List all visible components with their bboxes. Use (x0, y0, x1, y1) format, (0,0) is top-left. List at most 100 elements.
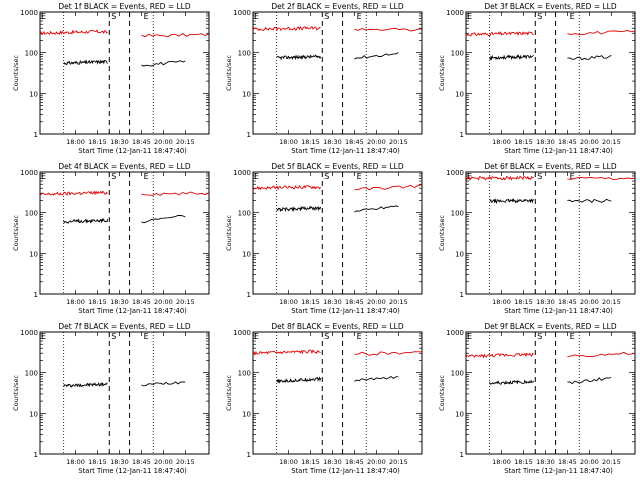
lld-series-line (354, 351, 422, 356)
lld-series-line (465, 175, 534, 181)
lld-series-line (39, 190, 108, 196)
end-marker: E (357, 332, 362, 341)
lld-series-line (465, 352, 534, 359)
end-marker: E (254, 12, 259, 21)
lld-series-line (465, 31, 534, 37)
y-tick-label: 1 (34, 291, 38, 299)
y-axis-label: Counts/sec (438, 55, 446, 91)
x-tick-label: 20:15 (602, 298, 621, 306)
plot-frame (39, 331, 210, 455)
x-axis-label: Start Time (12-Jan-11 18:47:40) (291, 307, 400, 315)
y-axis-label: Counts/sec (12, 215, 20, 251)
x-tick-label: 20:15 (602, 458, 621, 466)
events-series-line (141, 381, 186, 387)
plot-frame (252, 331, 423, 455)
panel-5: Det 5f BLACK = Events, RED = LLD 1 10 100 10… (225, 162, 423, 315)
x-tick-label: 18:00 (66, 458, 85, 466)
panel-title: Det 9f BLACK = Events, RED = LLD (484, 322, 617, 331)
x-tick-label: 18:00 (492, 458, 511, 466)
x-tick-label: 18:15 (514, 298, 533, 306)
end-marker: E (570, 172, 575, 181)
x-tick-label: 20:15 (176, 138, 195, 146)
panel-title: Det 4f BLACK = Events, RED = LLD (58, 162, 191, 171)
panel-title: Det 8f BLACK = Events, RED = LLD (271, 322, 404, 331)
lld-series-line (567, 351, 636, 358)
panel-title: Det 2f BLACK = Events, RED = LLD (271, 2, 404, 11)
y-tick-label: 100 (451, 210, 464, 218)
events-series-line (567, 54, 612, 61)
y-tick-label: 1 (247, 291, 251, 299)
end-marker: E (570, 332, 575, 341)
events-series-line (276, 205, 322, 213)
panel-3: Det 3f BLACK = Events, RED = LLD 1 10 100 10… (438, 2, 636, 155)
y-tick-label: 100 (451, 50, 464, 58)
y-tick-label: 100 (25, 50, 38, 58)
start-marker: S (324, 12, 329, 21)
x-tick-label: 18:45 (345, 458, 364, 466)
x-tick-label: 18:45 (132, 298, 151, 306)
y-tick-label: 1 (460, 451, 464, 459)
events-series-line (63, 381, 108, 388)
events-series-line (489, 197, 534, 205)
x-tick-label: 18:15 (301, 298, 320, 306)
end-marker: E (467, 332, 472, 341)
y-tick-label: 1 (460, 291, 464, 299)
y-axis-label: Counts/sec (225, 55, 233, 91)
x-tick-label: 20:00 (154, 458, 173, 466)
x-tick-label: 20:15 (389, 138, 408, 146)
y-axis-label: Counts/sec (438, 375, 446, 411)
x-axis-label: Start Time (12-Jan-11 18:47:40) (504, 467, 613, 475)
panel-7: Det 7f BLACK = Events, RED = LLD 1 10 100 10… (12, 322, 210, 475)
y-tick-label: 1000 (446, 329, 464, 337)
end-marker: E (254, 332, 259, 341)
x-tick-label: 20:15 (176, 298, 195, 306)
plot-frame (465, 331, 636, 455)
start-marker: S (537, 12, 542, 21)
x-axis-label: Start Time (12-Jan-11 18:47:40) (504, 147, 613, 155)
y-tick-label: 1000 (233, 329, 251, 337)
y-tick-label: 1 (247, 451, 251, 459)
end-marker: E (467, 12, 472, 21)
y-tick-label: 100 (238, 50, 251, 58)
start-marker: S (111, 332, 116, 341)
end-marker: E (41, 12, 46, 21)
x-tick-label: 18:00 (492, 138, 511, 146)
y-tick-label: 1000 (20, 169, 38, 177)
y-tick-label: 10 (455, 250, 464, 258)
y-axis-label: Counts/sec (12, 375, 20, 411)
end-marker: E (467, 172, 472, 181)
plot-frame (39, 11, 210, 135)
x-axis-label: Start Time (12-Jan-11 18:47:40) (78, 467, 187, 475)
end-marker: E (570, 12, 575, 21)
x-tick-label: 18:45 (132, 138, 151, 146)
events-series-line (489, 379, 534, 385)
x-tick-label: 18:00 (66, 138, 85, 146)
y-axis-label: Counts/sec (225, 375, 233, 411)
y-tick-label: 1 (34, 131, 38, 139)
plot-frame (465, 171, 636, 295)
end-marker: E (144, 12, 149, 21)
start-marker: S (324, 172, 329, 181)
plot-frame (252, 171, 423, 295)
end-marker: E (41, 332, 46, 341)
y-tick-label: 1000 (20, 329, 38, 337)
y-tick-label: 1000 (446, 9, 464, 17)
x-tick-label: 20:15 (602, 138, 621, 146)
x-tick-label: 20:00 (154, 138, 173, 146)
events-series-line (141, 60, 186, 67)
y-tick-label: 10 (29, 410, 38, 418)
events-series-line (567, 198, 612, 204)
plot-frame (39, 171, 210, 295)
end-marker: E (357, 12, 362, 21)
x-tick-label: 18:00 (279, 138, 298, 146)
x-tick-label: 18:45 (558, 138, 577, 146)
lld-series-line (141, 191, 210, 196)
y-tick-label: 10 (242, 410, 251, 418)
x-tick-label: 20:15 (389, 458, 408, 466)
x-tick-label: 18:15 (514, 458, 533, 466)
x-tick-label: 18:00 (492, 298, 511, 306)
x-axis-label: Start Time (12-Jan-11 18:47:40) (78, 307, 187, 315)
y-tick-label: 10 (242, 250, 251, 258)
y-tick-label: 100 (25, 370, 38, 378)
end-marker: E (144, 332, 149, 341)
